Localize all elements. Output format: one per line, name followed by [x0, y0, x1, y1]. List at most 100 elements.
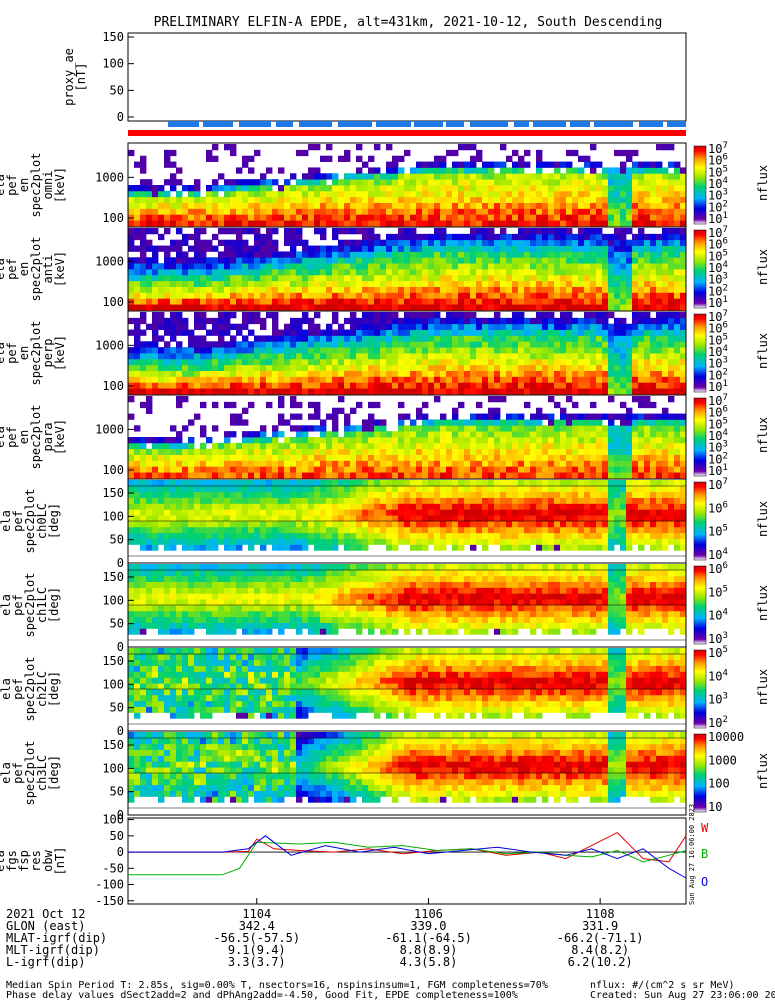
heatmap-cell	[182, 239, 189, 246]
heatmap-cell	[266, 388, 273, 395]
heatmap-cell	[164, 228, 171, 235]
heatmap-cell	[146, 353, 153, 360]
heatmap-cell	[158, 503, 165, 510]
heatmap-cell	[164, 370, 171, 377]
heatmap-cell	[680, 364, 687, 371]
heatmap-cell	[440, 460, 447, 467]
heatmap-cell	[266, 526, 273, 534]
heatmap-cell	[308, 370, 315, 377]
heatmap-cell	[440, 214, 447, 221]
heatmap-cell	[488, 472, 495, 479]
heatmap-cell	[656, 466, 663, 473]
heatmap-cell	[128, 245, 135, 252]
heatmap-cell	[446, 298, 453, 305]
heatmap-cell	[458, 358, 465, 366]
heatmap-cell	[572, 239, 579, 246]
heatmap-cell	[236, 466, 243, 473]
heatmap-cell	[308, 448, 315, 455]
heatmap-cell	[362, 419, 369, 426]
heatmap-cell	[254, 485, 261, 493]
heatmap-cell	[596, 472, 603, 479]
heatmap-cell	[590, 329, 597, 336]
heatmap-cell	[650, 364, 657, 371]
heatmap-cell	[428, 190, 435, 198]
heatmap-cell	[554, 220, 561, 227]
heatmap-cell	[374, 173, 381, 180]
heatmap-cell	[218, 521, 225, 528]
heatmap-cell	[332, 515, 339, 522]
heatmap-cell	[266, 515, 273, 522]
heatmap-cell	[182, 329, 189, 336]
heatmap-cell	[170, 448, 177, 455]
heatmap-cell	[668, 364, 675, 371]
heatmap-cell	[524, 179, 531, 186]
heatmap-cell	[674, 448, 681, 455]
heatmap-cell	[506, 460, 513, 467]
heatmap-cell	[374, 185, 381, 192]
heatmap-cell	[134, 442, 141, 450]
heatmap-cell	[140, 292, 147, 299]
heatmap-cell	[374, 448, 381, 455]
heatmap-cell	[410, 245, 417, 252]
heatmap-cell	[152, 466, 159, 473]
heatmap-cell	[296, 448, 303, 455]
heatmap-cell	[650, 454, 657, 461]
heatmap-cell	[338, 347, 345, 354]
heatmap-cell	[560, 196, 567, 203]
heatmap-cell	[356, 460, 363, 467]
heatmap-cell	[380, 485, 387, 493]
heatmap-cell	[392, 298, 399, 305]
heatmap-cell	[656, 437, 663, 444]
heatmap-cell	[308, 179, 315, 186]
heatmap-cell	[206, 485, 213, 493]
heatmap-cell	[410, 185, 417, 192]
heatmap-cell	[458, 167, 465, 174]
heatmap-cell	[200, 466, 207, 473]
heatmap-cell	[458, 144, 465, 151]
heatmap-cell	[182, 347, 189, 354]
heatmap-cell	[512, 208, 519, 215]
heatmap-cell	[176, 497, 183, 504]
heatmap-cell	[140, 155, 147, 162]
heatmap-cell	[542, 425, 549, 432]
heatmap-cell	[392, 202, 399, 209]
heatmap-cell	[446, 323, 453, 330]
heatmap-cell	[614, 220, 621, 227]
heatmap-cell	[170, 364, 177, 371]
heatmap-cell	[362, 491, 369, 498]
heatmap-cell	[272, 274, 279, 282]
heatmap-cell	[338, 228, 345, 235]
heatmap-cell	[134, 214, 141, 221]
heatmap-cell	[158, 521, 165, 528]
heatmap-cell	[440, 269, 447, 276]
heatmap-cell	[236, 196, 243, 203]
heatmap-cell	[608, 472, 615, 479]
heatmap-cell	[230, 532, 237, 539]
heatmap-cell	[632, 292, 639, 299]
heatmap-cell	[134, 280, 141, 287]
heatmap-cell	[506, 220, 513, 227]
heatmap-cell	[554, 167, 561, 174]
heatmap-cell	[392, 353, 399, 360]
heatmap-cell	[374, 454, 381, 461]
heatmap-cell	[578, 239, 585, 246]
heatmap-cell	[380, 431, 387, 438]
heatmap-cell	[272, 257, 279, 264]
heatmap-cell	[230, 341, 237, 348]
heatmap-cell	[566, 425, 573, 432]
heatmap-cell	[128, 472, 135, 479]
heatmap-cell	[344, 491, 351, 498]
heatmap-cell	[254, 353, 261, 360]
heatmap-cell	[362, 388, 369, 395]
heatmap-cell	[416, 298, 423, 305]
heatmap-cell	[614, 167, 621, 174]
heatmap-cell	[656, 370, 663, 377]
heatmap-cell	[194, 448, 201, 455]
heatmap-cell	[476, 263, 483, 270]
heatmap-cell	[236, 442, 243, 450]
heatmap-cell	[680, 208, 687, 215]
heatmap-cell	[446, 358, 453, 366]
heatmap-cell	[128, 317, 135, 325]
heatmap-cell	[542, 448, 549, 455]
heatmap-cell	[530, 274, 537, 282]
